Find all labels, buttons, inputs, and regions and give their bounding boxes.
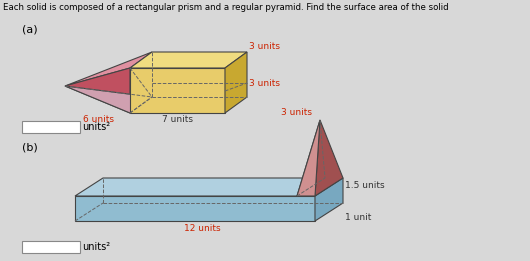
Text: (b): (b): [22, 143, 38, 153]
Polygon shape: [130, 68, 225, 113]
Polygon shape: [225, 52, 247, 113]
Text: 7 units: 7 units: [162, 115, 192, 124]
Text: Each solid is composed of a rectangular prism and a regular pyramid. Find the su: Each solid is composed of a rectangular …: [3, 3, 448, 12]
FancyBboxPatch shape: [22, 241, 80, 253]
Text: 1 unit: 1 unit: [345, 212, 372, 222]
Polygon shape: [315, 178, 343, 221]
Polygon shape: [130, 52, 247, 68]
Polygon shape: [75, 196, 315, 221]
Text: units²: units²: [82, 242, 110, 252]
FancyBboxPatch shape: [22, 121, 80, 133]
Text: 3 units: 3 units: [281, 108, 312, 117]
Text: 6 units: 6 units: [83, 115, 114, 124]
Polygon shape: [65, 68, 130, 113]
Text: units²: units²: [82, 122, 110, 132]
Text: 3 units: 3 units: [249, 79, 280, 87]
Text: (a): (a): [22, 24, 38, 34]
Polygon shape: [297, 120, 320, 196]
Polygon shape: [65, 86, 152, 113]
Text: 3 units: 3 units: [249, 42, 280, 51]
Polygon shape: [75, 178, 343, 196]
Text: 1.5 units: 1.5 units: [345, 181, 385, 189]
Polygon shape: [65, 52, 152, 86]
Polygon shape: [297, 120, 325, 196]
Text: 12 units: 12 units: [184, 224, 220, 233]
Polygon shape: [315, 120, 343, 196]
